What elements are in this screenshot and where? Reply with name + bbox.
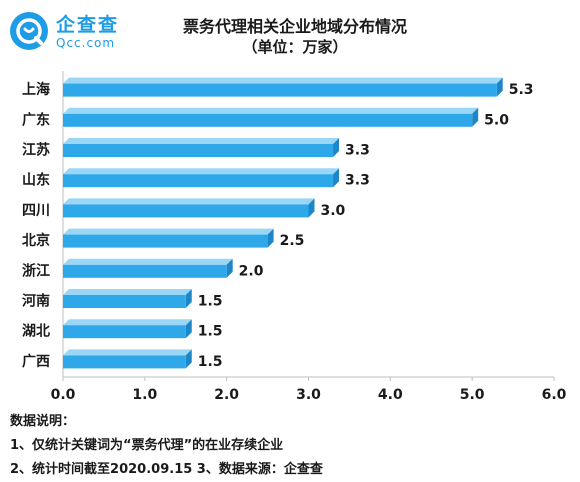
value-label: 5.3 [509,82,534,98]
notes-line-2: 2、统计时间截至2020.09.15 3、数据来源：企查查 [10,462,323,477]
bar-top-face [63,138,340,144]
category-label: 江苏 [22,142,50,159]
value-label: 1.5 [198,354,223,370]
qcc-logo: 企查查 Qcc.com [10,10,150,54]
bar [63,83,497,97]
bar [63,113,473,127]
category-label: 湖北 [22,324,50,340]
bar-end-face [185,349,192,369]
x-tick-label: 5.0 [460,387,485,403]
bar-end-face [226,258,233,278]
value-label: 1.5 [198,324,223,340]
bar-top-face [63,349,192,356]
value-label: 3.3 [345,143,370,159]
notes-line-1: 1、仅统计关键词为“票务代理”的在业存续企业 [10,438,284,453]
x-tick-label: 3.0 [296,387,321,403]
category-label: 浙江 [22,262,50,279]
bar-top-face [63,168,340,175]
bar [63,144,334,157]
bar-top-face [63,107,479,114]
category-label: 广西 [22,353,50,370]
chart-subtitle: （单位：万家） [242,38,348,56]
bar-top-face [63,228,274,235]
bar-top-face [63,319,192,326]
category-label: 河南 [22,293,50,310]
category-label: 山东 [22,172,50,189]
bar [63,295,186,308]
bar-chart: 上海 5.3 广东 5.0 江苏 3.3 山东 3.3 四川 3.0 北京 2.5 浙江 2.0 河南 1.5… [22,71,567,403]
qcc-logo-icon [10,12,48,50]
notes-heading: 数据说明： [10,414,76,429]
value-label: 1.5 [198,294,223,310]
bar-top-face [63,289,192,295]
value-label: 5.0 [484,112,509,128]
bar-end-face [267,228,274,248]
value-label: 2.5 [280,233,305,249]
x-tick-label: 2.0 [214,387,239,403]
value-label: 3.0 [321,203,346,219]
x-tick-label: 0.0 [51,387,76,403]
logo-cn-text: 企查查 [56,14,120,36]
value-label: 3.3 [345,173,370,189]
category-label: 北京 [22,232,50,249]
bar-end-face [308,198,315,218]
bar-top-face [63,258,233,265]
value-label: 2.0 [239,263,264,279]
bar-end-face [333,138,340,157]
bar [63,204,309,218]
bar-end-face [185,319,192,339]
bar-end-face [185,289,192,308]
bar-top-face [63,77,503,84]
category-label: 广东 [22,111,50,128]
category-label: 四川 [22,203,50,219]
bar-top-face [63,198,315,205]
x-tick-label: 1.0 [132,387,157,403]
bar [63,325,186,339]
bar-end-face [472,107,479,127]
bar-end-face [333,168,340,188]
bar-end-face [496,77,503,97]
chart-title: 票务代理相关企业地域分布情况 [182,17,407,36]
category-label: 上海 [22,81,50,98]
x-tick-label: 6.0 [542,387,567,403]
data-notes: 数据说明： 1、仅统计关键词为“票务代理”的在业存续企业 2、统计时间截至202… [10,410,323,482]
logo-en-text: Qcc.com [56,36,116,50]
bar [63,264,227,278]
bar [63,355,186,369]
bar [63,174,334,188]
bar [63,234,268,248]
x-tick-label: 4.0 [378,387,403,403]
